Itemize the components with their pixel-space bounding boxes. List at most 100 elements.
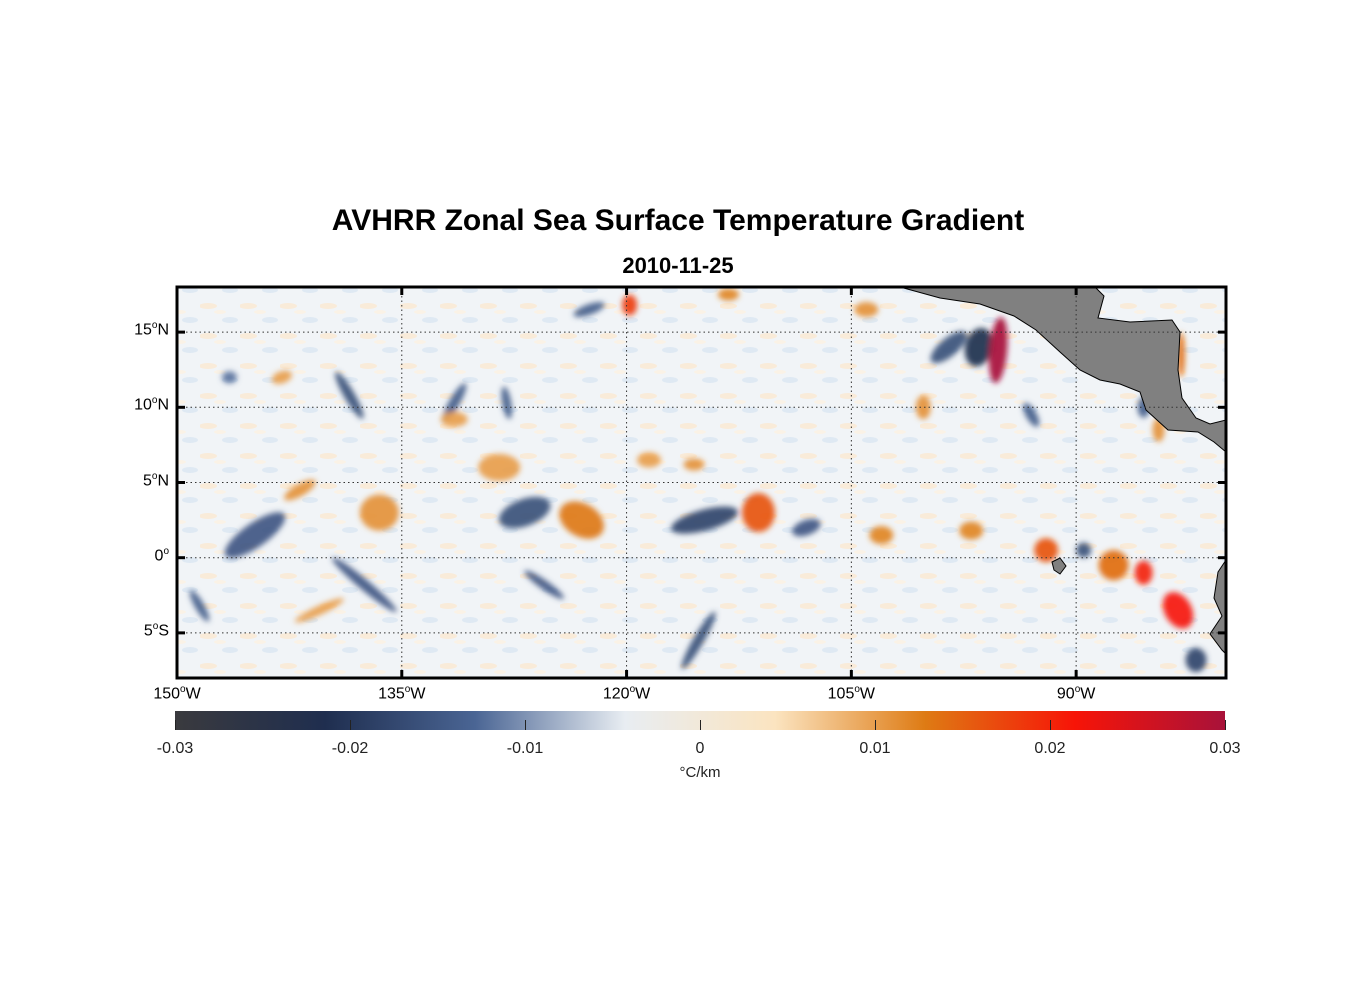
latitude-label: 15oN — [109, 320, 169, 339]
gradient-feature — [284, 479, 316, 501]
latitude-label: 5oN — [109, 471, 169, 490]
tick-hemisphere: W — [410, 685, 426, 703]
gradient-feature — [964, 327, 993, 367]
gradient-feature — [915, 395, 931, 420]
galapagos-island — [1051, 557, 1067, 575]
gradient-feature — [681, 611, 716, 670]
gradient-feature — [930, 331, 967, 364]
gradient-feature — [1185, 647, 1207, 672]
gradient-feature — [683, 458, 705, 471]
gradient-feature — [440, 411, 468, 427]
central-america-land — [899, 287, 1226, 453]
tick-hemisphere: W — [1080, 685, 1096, 703]
degree-sign: o — [180, 684, 186, 695]
gradient-feature — [854, 302, 879, 318]
gradient-feature — [498, 496, 551, 529]
degree-sign: o — [1074, 684, 1081, 695]
gradient-feature — [869, 526, 894, 545]
longitude-label: 105oW — [811, 684, 891, 703]
colorbar-tick-mark — [1225, 720, 1226, 730]
gradient-feature — [524, 570, 564, 600]
gradient-feature — [332, 557, 397, 613]
gradient-feature — [478, 453, 521, 481]
tick-degree: 5 — [143, 622, 153, 640]
gradient-feature — [1076, 542, 1092, 558]
gradient-feature — [501, 386, 512, 420]
gradient-feature — [959, 521, 984, 540]
degree-sign: o — [151, 320, 158, 332]
colorbar-tick-label: 0.02 — [1034, 740, 1066, 757]
tick-hemisphere: W — [859, 685, 876, 703]
degree-sign: o — [163, 545, 169, 557]
tick-hemisphere: N — [157, 321, 169, 339]
colorbar-tick-label: 0.03 — [1209, 740, 1241, 757]
gradient-feature — [717, 288, 739, 301]
tick-hemisphere: S — [158, 622, 169, 640]
colorbar-tick-label: -0.02 — [331, 740, 369, 757]
gradient-feature — [559, 501, 604, 539]
colorbar-tick-mark — [700, 720, 701, 730]
tick-degree: 10 — [134, 396, 152, 414]
latitude-label: 10oN — [109, 395, 169, 414]
gradient-feature — [335, 371, 364, 419]
colorbar-tick-label: 0.01 — [859, 740, 891, 757]
gradient-feature — [792, 518, 821, 537]
gradient-feature — [271, 370, 292, 384]
chart-title: AVHRR Zonal Sea Surface Temperature Grad… — [331, 204, 1025, 237]
tick-hemisphere: W — [185, 685, 201, 703]
colorbar-tick-label: -0.03 — [156, 740, 194, 757]
landmass — [899, 287, 1226, 655]
gradient-feature — [224, 512, 286, 558]
gradient-feature — [573, 302, 605, 318]
tick-hemisphere: W — [635, 685, 651, 703]
gradient-feature — [221, 371, 237, 384]
degree-sign: o — [152, 620, 159, 632]
degree-sign: o — [404, 684, 411, 695]
gradient-feature — [637, 452, 662, 468]
gradient-feature — [1034, 538, 1059, 563]
gradient-feature — [988, 317, 1008, 384]
latitude-label: 5oS — [109, 621, 169, 640]
longitude-label: 90oW — [1036, 684, 1116, 703]
latitude-label: 0o — [109, 546, 169, 565]
gradient-feature — [741, 493, 775, 533]
degree-sign: o — [629, 684, 636, 695]
tick-degree: 135 — [378, 685, 405, 703]
tick-degree: 90 — [1056, 685, 1075, 703]
gradient-feature — [359, 494, 399, 531]
colorbar-unit: °C/km — [679, 764, 721, 781]
colorbar-tick-label: -0.01 — [506, 740, 544, 757]
gradient-feature — [442, 383, 467, 423]
colorbar-tick-mark — [1050, 720, 1051, 730]
graticule — [176, 287, 1226, 678]
tick-degree: 120 — [602, 685, 630, 703]
gradient-feature — [1023, 402, 1040, 427]
longitude-label: 150oW — [137, 684, 217, 703]
colorbar-tick-mark — [350, 720, 351, 730]
colorbar-tick-mark — [875, 720, 876, 730]
gradient-feature — [671, 506, 738, 534]
gradient-feature — [1098, 550, 1129, 581]
chart-subtitle: 2010-11-25 — [622, 253, 734, 278]
gradient-feature — [189, 590, 210, 622]
colorbar-tick-label: 0 — [695, 740, 705, 757]
longitude-label: 120oW — [587, 684, 667, 703]
tick-hemisphere: N — [157, 471, 169, 489]
tick-hemisphere: N — [157, 396, 169, 414]
tick-degree: 105 — [827, 685, 855, 703]
degree-sign: o — [151, 395, 158, 407]
tick-degree: 0 — [154, 547, 164, 565]
axis-ticks — [175, 287, 1226, 678]
degree-sign: o — [151, 470, 158, 482]
gradient-features — [189, 288, 1207, 672]
longitude-label: 135oW — [362, 684, 442, 703]
tick-degree: 15 — [134, 321, 152, 339]
degree-sign: o — [854, 684, 860, 695]
colorbar-tick-mark — [175, 720, 176, 730]
tick-degree: 5 — [142, 471, 152, 489]
gradient-feature — [294, 598, 344, 623]
tick-degree: 150 — [153, 685, 181, 703]
gradient-feature — [622, 294, 638, 316]
gradient-feature — [1134, 560, 1153, 585]
